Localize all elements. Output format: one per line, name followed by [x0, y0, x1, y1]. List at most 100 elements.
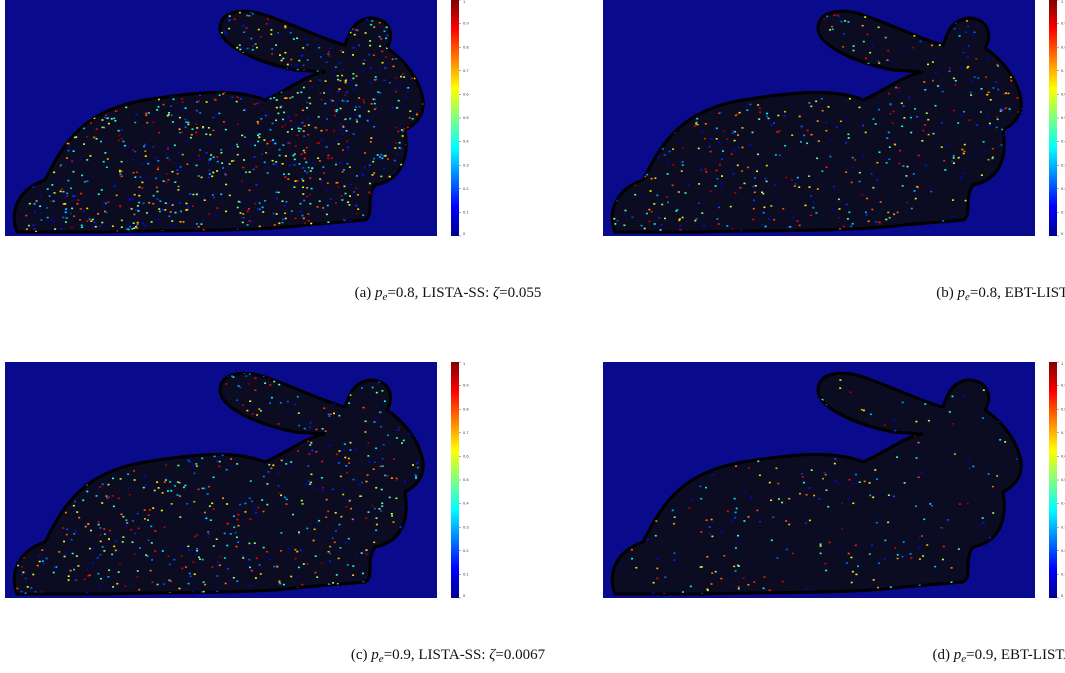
error-dot	[254, 377, 257, 380]
error-dot	[205, 514, 208, 517]
error-dot	[886, 137, 889, 139]
error-dot	[884, 36, 887, 39]
error-dot	[982, 141, 985, 143]
error-dot	[69, 146, 72, 148]
error-dot	[242, 213, 245, 215]
error-dot	[298, 163, 301, 165]
error-dot	[380, 488, 383, 491]
error-dot	[711, 535, 714, 538]
error-dot	[878, 62, 881, 64]
error-dot	[375, 517, 378, 519]
error-dot	[678, 218, 681, 220]
tick-label: 0.7	[463, 430, 469, 435]
error-dot	[250, 143, 253, 145]
error-dot	[302, 193, 305, 195]
error-dot	[972, 34, 974, 37]
error-dot	[821, 109, 824, 112]
error-dot	[741, 170, 744, 172]
error-dot	[751, 131, 754, 134]
error-dot	[171, 170, 174, 173]
error-dot	[915, 457, 918, 459]
error-dot	[282, 218, 285, 221]
error-dot	[64, 211, 67, 214]
error-dot	[302, 149, 305, 152]
error-dot	[358, 115, 361, 118]
error-dot	[266, 172, 269, 174]
error-dot	[370, 23, 373, 26]
error-dot	[299, 127, 302, 130]
caption-part: =0.9, LISTA-SS:	[384, 647, 490, 663]
error-dot	[785, 548, 788, 551]
error-dot	[715, 127, 718, 130]
error-dot	[876, 161, 879, 164]
error-dot	[758, 107, 761, 109]
error-dot	[195, 131, 198, 134]
error-dot	[817, 140, 820, 142]
error-dot	[310, 481, 313, 484]
error-dot	[672, 164, 675, 166]
error-dot	[101, 119, 104, 121]
error-dot	[706, 588, 709, 590]
error-dot	[195, 123, 198, 125]
error-dot	[747, 516, 750, 518]
error-dot	[352, 54, 354, 56]
error-dot	[362, 99, 365, 101]
error-dot	[341, 489, 344, 491]
error-dot	[326, 204, 329, 207]
error-dot	[918, 584, 921, 587]
error-dot	[943, 159, 946, 162]
error-dot	[416, 112, 419, 115]
error-dot	[295, 64, 298, 66]
error-dot	[261, 206, 264, 209]
error-dot	[877, 586, 879, 589]
error-dot	[931, 79, 934, 82]
error-dot	[945, 143, 948, 146]
caption-part: (c)	[351, 647, 371, 663]
colorbar	[451, 362, 459, 598]
error-dot	[363, 59, 366, 61]
error-dot	[768, 481, 771, 484]
error-dot	[355, 187, 358, 190]
error-dot	[919, 40, 922, 43]
error-dot	[770, 499, 773, 502]
error-dot	[671, 509, 674, 512]
error-dot	[211, 175, 214, 178]
error-dot	[361, 127, 363, 129]
error-dot	[646, 173, 649, 176]
error-dot	[100, 577, 102, 580]
error-dot	[406, 91, 409, 93]
error-dot	[731, 132, 734, 134]
error-dot	[752, 199, 755, 202]
error-dot	[184, 566, 187, 568]
error-dot	[848, 211, 851, 214]
error-dot	[159, 200, 162, 202]
error-dot	[282, 118, 284, 121]
error-dot	[325, 146, 328, 148]
error-dot	[918, 558, 921, 560]
error-dot	[187, 206, 190, 208]
error-dot	[171, 204, 174, 206]
error-dot	[777, 114, 780, 117]
error-dot	[410, 77, 413, 80]
tick-label: 0.9	[463, 383, 469, 388]
error-dot	[401, 135, 404, 137]
error-dot	[912, 173, 915, 175]
error-dot	[973, 76, 976, 78]
error-dot	[762, 211, 765, 214]
error-dot	[836, 14, 839, 17]
error-dot	[214, 99, 217, 101]
error-dot	[302, 180, 305, 182]
error-dot	[239, 48, 242, 51]
error-dot	[675, 210, 678, 212]
error-dot	[243, 159, 245, 161]
error-dot	[307, 440, 310, 442]
error-dot	[310, 222, 313, 225]
error-dot	[361, 173, 364, 176]
error-dot	[136, 227, 139, 229]
error-dot	[309, 102, 312, 105]
error-dot	[275, 197, 278, 200]
error-dot	[355, 175, 358, 177]
error-dot	[307, 124, 310, 126]
error-dot	[194, 553, 197, 555]
error-dot	[298, 130, 301, 132]
